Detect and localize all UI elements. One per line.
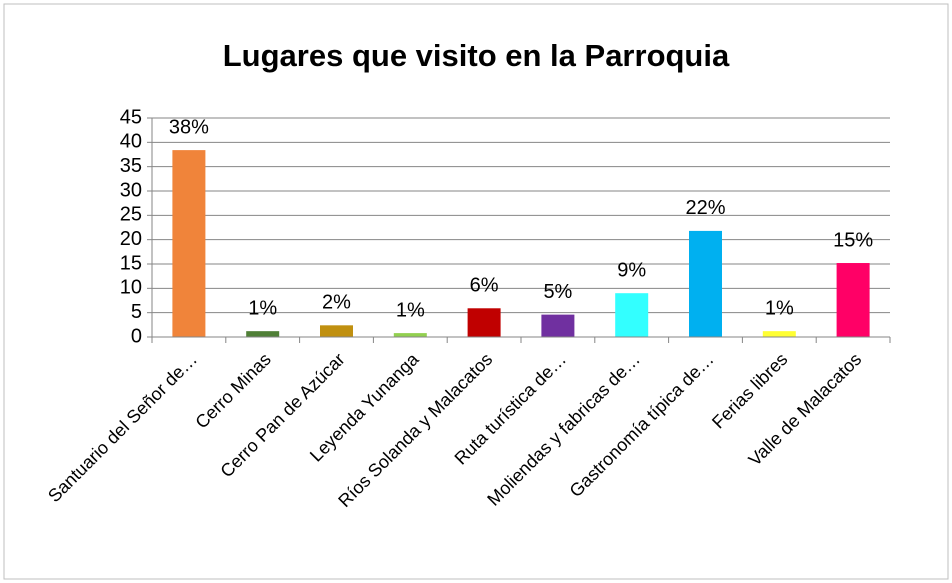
bar — [762, 331, 796, 337]
y-tick-label: 25 — [120, 204, 142, 226]
data-label: 1% — [765, 297, 794, 319]
bar — [689, 230, 722, 337]
data-label: 38% — [169, 116, 209, 138]
bar — [541, 314, 575, 337]
bar — [320, 325, 353, 337]
y-tick-label: 0 — [131, 325, 142, 347]
bar — [467, 308, 501, 337]
y-tick-label: 45 — [120, 106, 142, 128]
data-label: 5% — [543, 281, 572, 303]
data-label: 9% — [617, 259, 646, 281]
y-tick-label: 15 — [120, 252, 142, 274]
data-label: 1% — [248, 297, 277, 319]
data-label: 1% — [396, 299, 425, 321]
bar — [172, 150, 206, 337]
bar — [615, 293, 649, 337]
data-label: 2% — [322, 292, 351, 314]
data-label: 15% — [833, 229, 873, 251]
data-label: 22% — [685, 197, 725, 219]
y-tick-label: 5 — [131, 301, 142, 323]
y-tick-label: 35 — [120, 155, 142, 177]
y-tick-label: 40 — [120, 131, 142, 153]
bar — [393, 333, 427, 337]
bar — [836, 263, 870, 337]
y-tick-label: 10 — [120, 277, 142, 299]
chart-border — [3, 3, 949, 580]
y-tick-label: 20 — [120, 228, 142, 250]
bar — [246, 331, 280, 337]
chart-title: Lugares que visito en la Parroquia — [223, 38, 730, 73]
y-tick-label: 30 — [120, 179, 142, 201]
data-label: 6% — [470, 275, 499, 297]
